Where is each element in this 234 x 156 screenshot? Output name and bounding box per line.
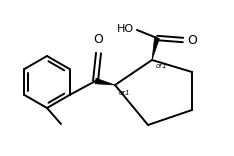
Text: O: O (94, 33, 103, 46)
Text: HO: HO (117, 24, 134, 34)
Text: O: O (187, 34, 197, 46)
Polygon shape (95, 78, 115, 85)
Text: or1: or1 (119, 90, 131, 96)
Polygon shape (152, 37, 159, 60)
Text: or1: or1 (156, 63, 168, 69)
